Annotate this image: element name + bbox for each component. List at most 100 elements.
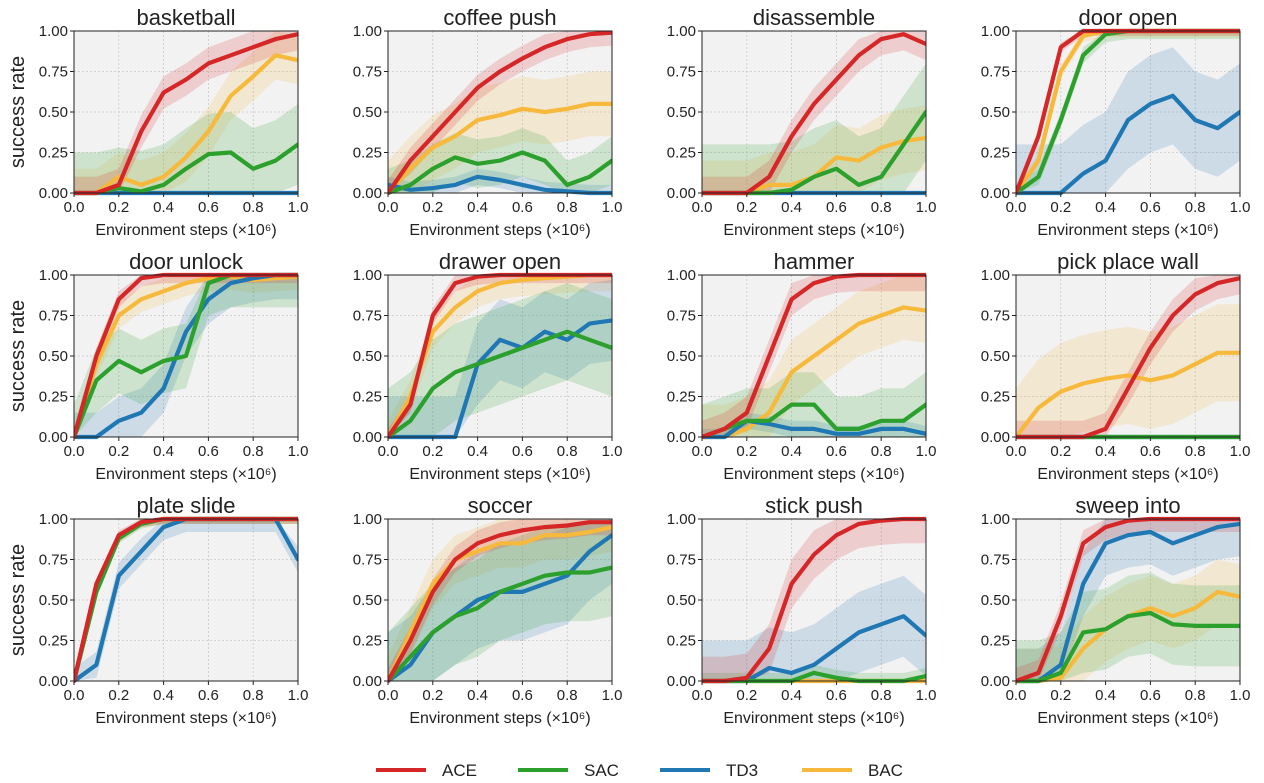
y-tick-label: 0.75 — [39, 308, 68, 325]
band-td3 — [1016, 519, 1240, 681]
y-tick-label: 1.00 — [981, 511, 1010, 528]
y-tick-label: 0.25 — [667, 633, 696, 650]
band-ace — [1016, 519, 1240, 681]
x-tick-label: 0.4 — [467, 443, 488, 460]
y-tick-label: 0.00 — [981, 185, 1010, 202]
y-tick-label: 0.75 — [981, 552, 1010, 569]
x-tick-label: 0.6 — [198, 443, 219, 460]
series-line-bac — [388, 524, 612, 684]
band-td3 — [388, 519, 612, 681]
y-tick-label: 0.25 — [667, 389, 696, 406]
x-tick-label: 0.2 — [1050, 443, 1071, 460]
panel-title: coffee push — [443, 5, 556, 30]
y-tick-label: 1.00 — [353, 267, 382, 284]
y-tick-label: 0.75 — [39, 64, 68, 81]
y-tick-label: 0.75 — [39, 552, 68, 569]
x-tick-label: 0.2 — [1050, 687, 1071, 704]
band-sac — [388, 519, 612, 681]
y-tick-label: 0.00 — [39, 429, 68, 446]
band-ace — [388, 519, 612, 681]
panel-hammer: 0.0 0.2 0.4 0.6 0.8 1.0 0.00 0.25 0.50 0.75 1.00 ha… — [667, 249, 937, 483]
x-tick-label: 1.0 — [602, 443, 623, 460]
y-tick-label: 1.00 — [981, 23, 1010, 40]
y-tick-label: 0.50 — [981, 104, 1010, 121]
x-tick-label: 0.2 — [422, 443, 443, 460]
plot-area — [388, 30, 612, 196]
y-tick-label: 0.00 — [667, 673, 696, 690]
panel-title: door open — [1078, 5, 1177, 30]
y-tick-label: 0.50 — [39, 104, 68, 121]
x-tick-label: 0.8 — [557, 443, 578, 460]
x-tick-label: 0.2 — [108, 443, 129, 460]
series-line-sac — [1016, 610, 1240, 684]
band-bac — [1016, 304, 1240, 437]
y-tick-label: 1.00 — [353, 23, 382, 40]
y-tick-label: 0.50 — [353, 348, 382, 365]
x-axis-label: Environment steps (×10⁶) — [723, 466, 904, 483]
y-tick-label: 0.75 — [981, 308, 1010, 325]
x-tick-label: 0.0 — [692, 199, 713, 216]
plot-area — [388, 519, 612, 684]
x-tick-label: 0.0 — [64, 687, 85, 704]
band-ace — [702, 31, 926, 193]
series-line-td3 — [388, 174, 612, 196]
band-ace — [702, 519, 926, 681]
x-axis-label: Environment steps (×10⁶) — [1037, 466, 1218, 483]
y-tick-label: 0.50 — [667, 592, 696, 609]
legend-item-sac: SAC — [518, 761, 619, 780]
legend-item-td3: TD3 — [660, 761, 758, 780]
x-tick-label: 0.4 — [153, 687, 174, 704]
x-tick-label: 1.0 — [602, 687, 623, 704]
series-line-ace — [388, 520, 612, 684]
legend-label-ace: ACE — [442, 761, 477, 780]
band-td3 — [702, 575, 926, 681]
series-line-ace — [702, 516, 926, 684]
band-bac — [388, 519, 612, 681]
x-tick-label: 0.6 — [826, 443, 847, 460]
y-tick-label: 0.25 — [353, 633, 382, 650]
x-tick-label: 0.4 — [781, 443, 802, 460]
panel-title: basketball — [136, 5, 235, 30]
series-line-sac — [388, 329, 612, 440]
x-tick-label: 1.0 — [1230, 443, 1251, 460]
x-tick-label: 1.0 — [916, 199, 937, 216]
x-tick-label: 0.8 — [871, 443, 892, 460]
x-tick-label: 0.4 — [1095, 199, 1116, 216]
plot-area — [702, 516, 926, 684]
series-line-ace — [74, 32, 298, 196]
y-tick-label: 0.00 — [353, 185, 382, 202]
y-tick-label: 0.00 — [667, 185, 696, 202]
x-tick-label: 1.0 — [916, 687, 937, 704]
x-axis-label: Environment steps (×10⁶) — [95, 710, 276, 727]
y-tick-label: 0.50 — [353, 592, 382, 609]
series-line-bac — [74, 53, 298, 196]
panel-coffee-push: 0.0 0.2 0.4 0.6 0.8 1.0 0.00 0.25 0.50 0.75 1.00 co… — [353, 5, 623, 239]
y-tick-label: 0.50 — [981, 348, 1010, 365]
y-tick-label: 0.50 — [667, 104, 696, 121]
x-tick-label: 0.0 — [378, 443, 399, 460]
x-axis-label: Environment steps (×10⁶) — [723, 222, 904, 239]
y-tick-label: 0.50 — [39, 348, 68, 365]
y-tick-label: 0.00 — [353, 429, 382, 446]
legend-item-ace: ACE — [376, 761, 477, 780]
x-axis-label: Environment steps (×10⁶) — [95, 222, 276, 239]
x-tick-label: 0.6 — [1140, 199, 1161, 216]
y-tick-label: 1.00 — [981, 267, 1010, 284]
y-tick-label: 0.25 — [353, 389, 382, 406]
x-tick-label: 0.2 — [736, 443, 757, 460]
x-tick-label: 1.0 — [1230, 199, 1251, 216]
x-axis-label: Environment steps (×10⁶) — [409, 710, 590, 727]
x-tick-label: 0.0 — [378, 687, 399, 704]
y-tick-label: 0.25 — [667, 145, 696, 162]
panel-basketball: 0.0 0.2 0.4 0.6 0.8 1.0 0.00 0.25 0.50 0.75 1.00 ba… — [7, 5, 308, 239]
y-tick-label: 1.00 — [39, 23, 68, 40]
x-tick-label: 0.2 — [108, 687, 129, 704]
series-line-td3 — [702, 418, 926, 440]
x-tick-label: 0.6 — [1140, 687, 1161, 704]
x-tick-label: 0.8 — [871, 199, 892, 216]
y-axis-label: success rate — [7, 56, 29, 168]
x-tick-label: 0.4 — [467, 199, 488, 216]
x-axis-label: Environment steps (×10⁶) — [409, 466, 590, 483]
legend: ACE SAC TD3 BAC — [376, 761, 903, 780]
panel-title: plate slide — [136, 493, 235, 518]
